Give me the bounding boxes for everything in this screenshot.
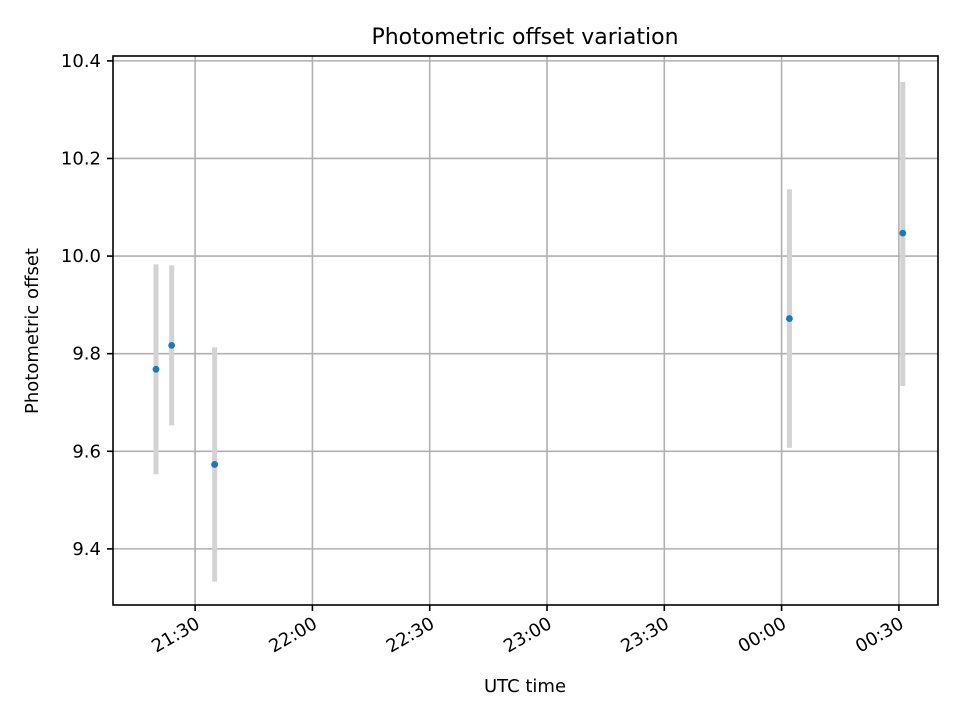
- y-tick-label: 10.0: [61, 246, 101, 267]
- data-point: [899, 229, 907, 237]
- data-point: [152, 365, 160, 373]
- x-tick-label: 00:00: [735, 613, 790, 657]
- y-tick-label: 10.2: [61, 148, 101, 169]
- y-tick-label: 9.8: [72, 344, 101, 365]
- y-tick-label: 9.6: [72, 441, 101, 462]
- x-tick-label: 21:30: [148, 613, 203, 657]
- chart-title: Photometric offset variation: [371, 25, 678, 50]
- x-axis-label: UTC time: [484, 676, 566, 697]
- y-tick-label: 10.4: [61, 51, 101, 72]
- data-point: [786, 315, 793, 322]
- x-tick-label: 22:30: [383, 613, 438, 657]
- grid-layer: [113, 56, 938, 605]
- y-tick-label: 9.4: [72, 539, 101, 560]
- x-tick-label: 23:30: [617, 613, 672, 657]
- error-bar-layer: [153, 81, 906, 582]
- x-tick-label: 00:30: [852, 613, 907, 657]
- data-point-layer: [152, 229, 907, 468]
- y-axis-label: Photometric offset: [22, 248, 43, 414]
- plot-frame: [112, 55, 939, 606]
- data-point: [211, 461, 219, 468]
- x-tick-label: 22:00: [265, 613, 320, 657]
- x-tick-label: 23:00: [500, 613, 555, 657]
- data-point: [168, 341, 176, 349]
